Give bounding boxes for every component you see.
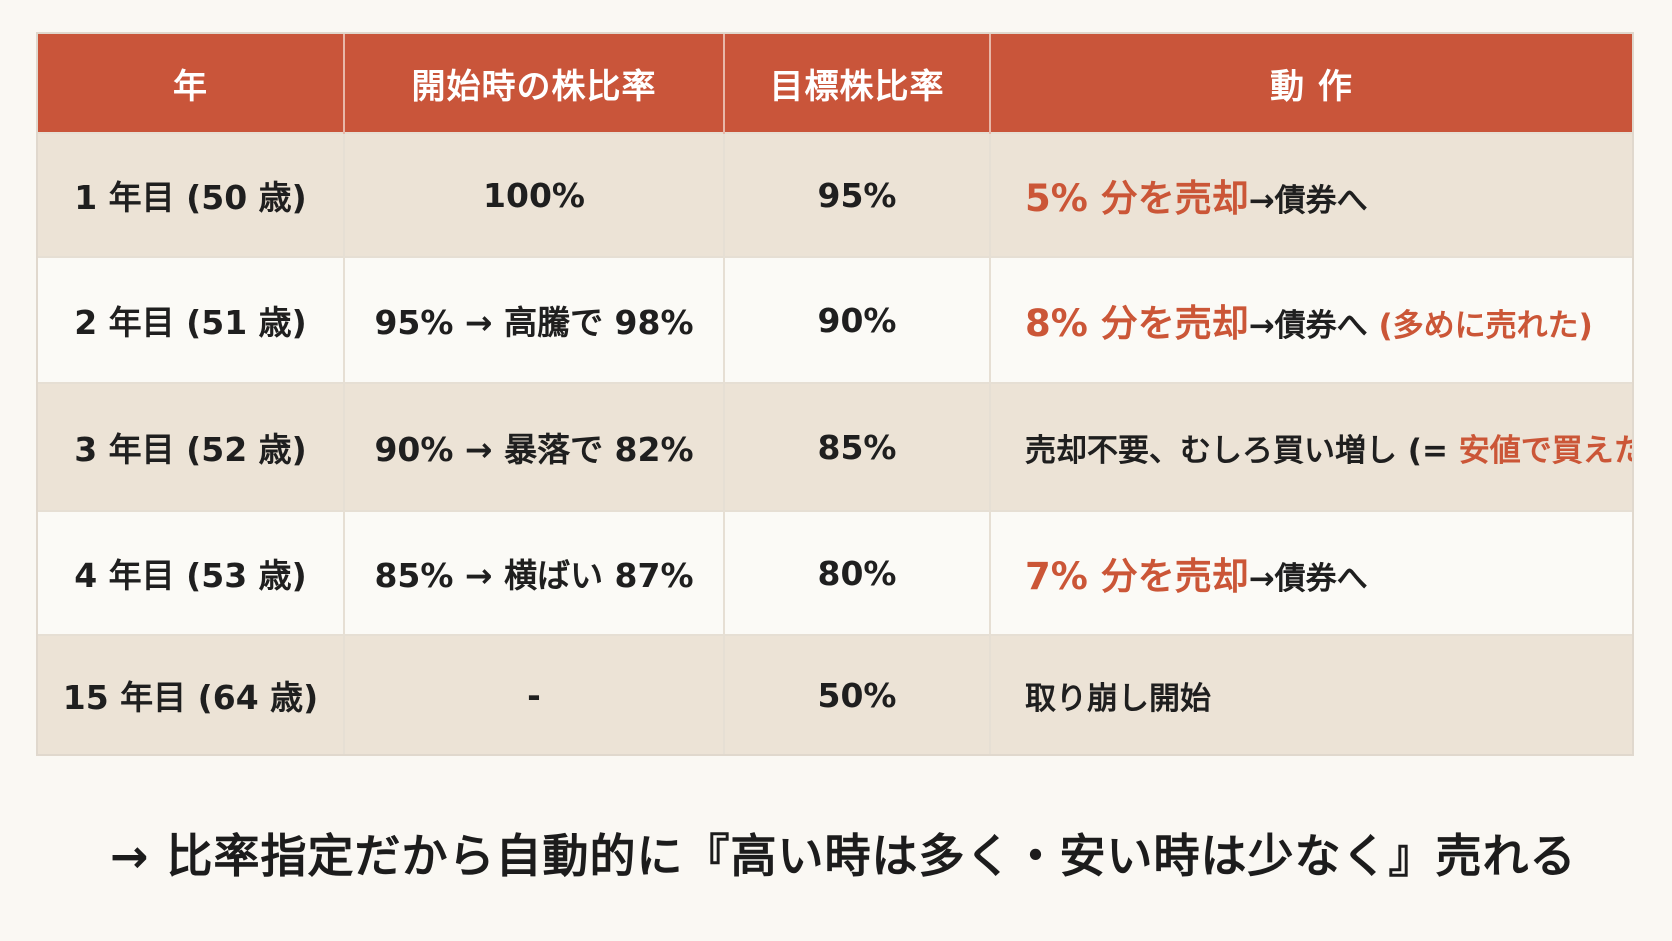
cell-year: 2 年目 (51 歳) (38, 256, 345, 383)
cell-target-ratio: 80% (724, 510, 991, 635)
cell-year: 3 年目 (52 歳) (38, 382, 345, 511)
action-note: 安値で買えた) (1458, 432, 1632, 469)
action-rest: →債券へ (1248, 561, 1368, 597)
action-highlight: 8% 分を売却 (1025, 302, 1249, 345)
cell-year: 1 年目 (50 歳) (38, 132, 345, 257)
cell-action: 5% 分を売却→債券へ (990, 132, 1632, 257)
header-year: 年 (38, 34, 345, 133)
action-rest: →債券へ (1248, 183, 1368, 219)
action-plain: 売却不要、むしろ買い増し (= (1025, 432, 1459, 469)
table-row: 1 年目 (50 歳) 100% 95% 5% 分を売却→債券へ (38, 132, 1632, 257)
cell-target-ratio: 50% (724, 634, 991, 754)
cell-action: 売却不要、むしろ買い増し (= 安値で買えた) (990, 382, 1632, 511)
table-row: 15 年目 (64 歳) - 50% 取り崩し開始 (38, 634, 1632, 754)
table-row: 3 年目 (52 歳) 90% → 暴落で 82% 85% 売却不要、むしろ買い… (38, 382, 1632, 511)
cell-start-ratio: 85% → 横ばい 87% (344, 510, 725, 635)
table-row: 4 年目 (53 歳) 85% → 横ばい 87% 80% 7% 分を売却→債券… (38, 510, 1632, 635)
table-header-row: 年 開始時の株比率 目標株比率 動 作 (38, 34, 1632, 133)
action-highlight: 5% 分を売却 (1025, 177, 1249, 220)
action-rest: →債券へ (1248, 308, 1379, 344)
action-highlight: 7% 分を売却 (1025, 555, 1249, 598)
conclusion-text: → 比率指定だから自動的に『高い時は多く・安い時は少なく』売れる (110, 829, 1577, 883)
cell-start-ratio: - (344, 634, 725, 754)
table-row: 2 年目 (51 歳) 95% → 高騰で 98% 90% 8% 分を売却→債券… (38, 256, 1632, 383)
header-target-ratio: 目標株比率 (724, 34, 991, 133)
cell-start-ratio: 90% → 暴落で 82% (344, 382, 725, 511)
cell-year: 15 年目 (64 歳) (38, 634, 345, 754)
header-action: 動 作 (990, 34, 1632, 133)
cell-target-ratio: 90% (724, 256, 991, 383)
action-plain: 取り崩し開始 (1025, 680, 1211, 717)
cell-action: 取り崩し開始 (990, 634, 1632, 754)
cell-year: 4 年目 (53 歳) (38, 510, 345, 635)
action-note: (多めに売れた) (1378, 308, 1593, 344)
rebalance-table: 年 開始時の株比率 目標株比率 動 作 1 年目 (50 歳) 100% 95%… (36, 32, 1634, 756)
cell-action: 8% 分を売却→債券へ (多めに売れた) (990, 256, 1632, 383)
rebalance-table-grid: 年 開始時の株比率 目標株比率 動 作 1 年目 (50 歳) 100% 95%… (38, 34, 1632, 754)
cell-target-ratio: 85% (724, 382, 991, 511)
cell-start-ratio: 100% (344, 132, 725, 257)
header-start-ratio: 開始時の株比率 (344, 34, 725, 133)
cell-start-ratio: 95% → 高騰で 98% (344, 256, 725, 383)
cell-action: 7% 分を売却→債券へ (990, 510, 1632, 635)
cell-target-ratio: 95% (724, 132, 991, 257)
